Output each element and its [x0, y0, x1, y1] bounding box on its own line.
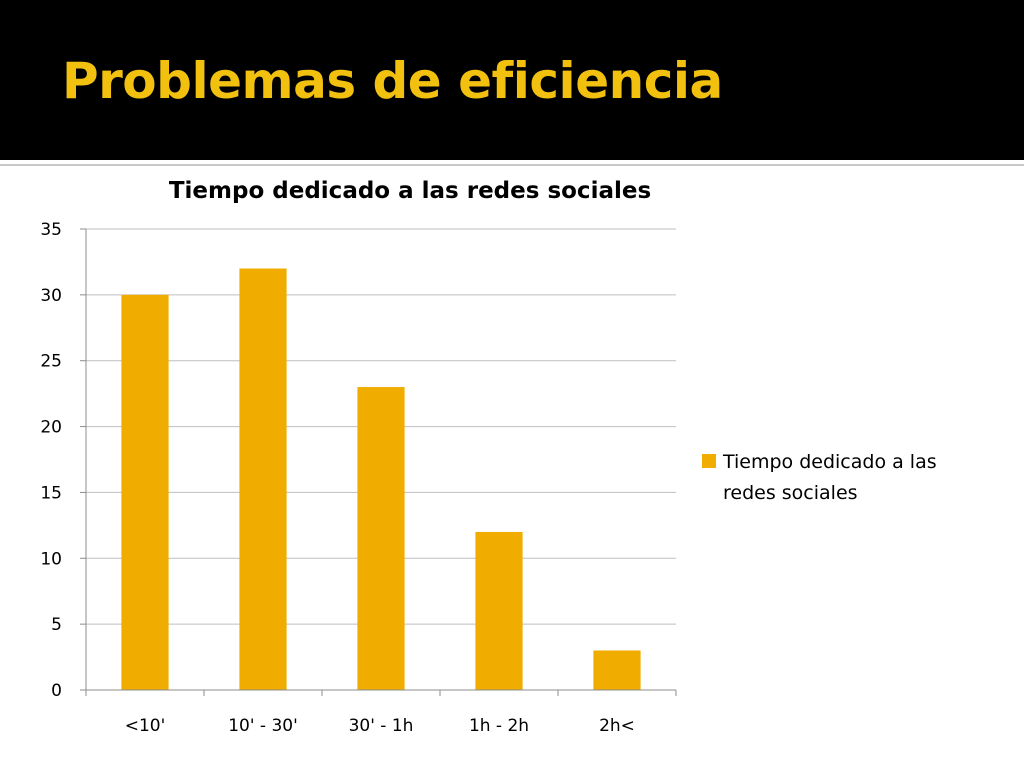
y-tick-label: 35 [40, 220, 62, 240]
slide-title: Problemas de eficiencia [62, 52, 723, 110]
y-tick-label: 30 [40, 286, 62, 306]
chart-title: Tiempo dedicado a las redes sociales [169, 178, 651, 204]
x-tick-label: <10' [125, 716, 166, 736]
legend-label: Tiempo dedicado a las [722, 451, 937, 473]
y-tick-label: 0 [51, 681, 62, 701]
x-tick-label: 1h - 2h [469, 716, 529, 736]
gridlines [86, 228, 676, 625]
y-tick-label: 10 [40, 549, 62, 569]
y-tick-label: 15 [40, 483, 62, 503]
bars [121, 268, 641, 690]
y-tick-label: 25 [40, 352, 62, 372]
bar [239, 268, 287, 690]
y-tick-label: 5 [51, 615, 62, 635]
bar [475, 531, 523, 690]
bar [121, 294, 169, 690]
bar [357, 387, 405, 690]
x-tick-label: 10' - 30' [228, 716, 298, 736]
slide-header: Problemas de eficiencia [0, 0, 1024, 160]
axes: 0 5 10 15 20 25 30 35 <10' 10' - 30' 30' - 1h 1h - … [40, 220, 677, 736]
bar-chart: Tiempo dedicado a las redes sociales 0 5 1… [40, 178, 937, 736]
legend-swatch [702, 454, 716, 468]
y-tick-label: 20 [40, 418, 62, 438]
x-tick-label: 2h< [599, 716, 635, 736]
bar [593, 650, 641, 690]
legend: Tiempo dedicado a las redes sociales [702, 451, 937, 504]
x-tick-label: 30' - 1h [349, 716, 414, 736]
legend-label: redes sociales [723, 482, 858, 504]
header-divider [0, 164, 1024, 166]
